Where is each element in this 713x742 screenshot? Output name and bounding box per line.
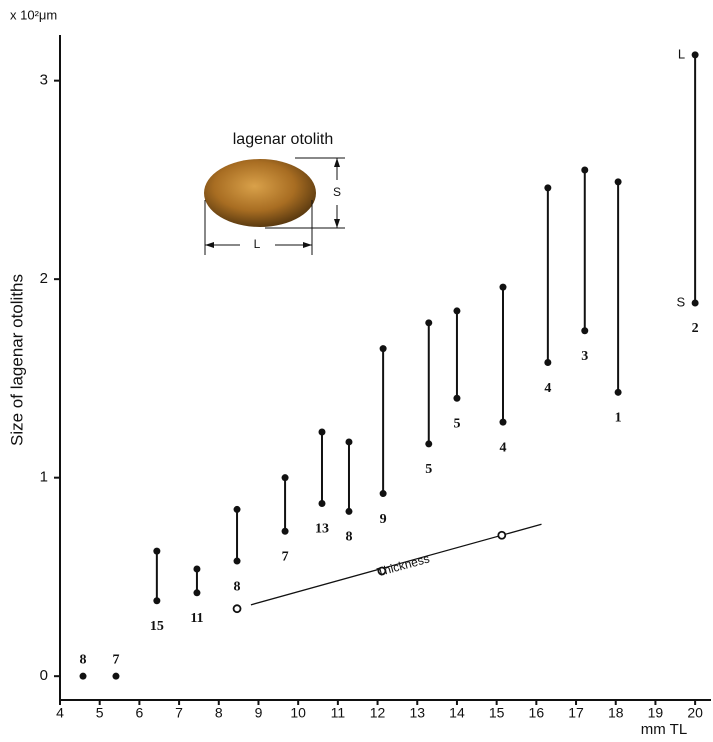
s-point bbox=[581, 327, 588, 334]
s-point bbox=[544, 359, 551, 366]
l-point bbox=[453, 307, 460, 314]
y-axis-label: Size of lagenar otoliths bbox=[7, 274, 26, 446]
arrow bbox=[334, 219, 340, 228]
l-point bbox=[425, 319, 432, 326]
n-label: 3 bbox=[581, 349, 588, 364]
n-label: 7 bbox=[282, 549, 289, 564]
x-tick-label: 16 bbox=[529, 705, 545, 721]
s-point bbox=[692, 299, 699, 306]
x-tick-label: 8 bbox=[215, 705, 223, 721]
n-label: 8 bbox=[234, 579, 241, 594]
thickness-label: Thickness bbox=[375, 551, 431, 579]
l-point bbox=[499, 284, 506, 291]
l-point bbox=[692, 51, 699, 58]
arrow bbox=[205, 242, 214, 248]
n-label: 5 bbox=[453, 416, 460, 431]
s-legend: S bbox=[676, 294, 685, 309]
n-label: 8 bbox=[345, 530, 352, 545]
n-label: 4 bbox=[499, 440, 506, 455]
s-point bbox=[499, 419, 506, 426]
l-point bbox=[581, 166, 588, 173]
s-point bbox=[425, 440, 432, 447]
thickness-point bbox=[234, 605, 241, 612]
inset-title: lagenar otolith bbox=[233, 131, 334, 148]
s-point bbox=[615, 389, 622, 396]
n-label: 2 bbox=[692, 321, 699, 336]
x-tick-label: 18 bbox=[608, 705, 624, 721]
x-tick-label: 13 bbox=[409, 705, 425, 721]
s-point bbox=[153, 597, 160, 604]
y-tick-label: 3 bbox=[40, 72, 48, 89]
l-point bbox=[153, 548, 160, 555]
inset-s: S bbox=[333, 185, 341, 199]
s-point bbox=[193, 589, 200, 596]
s-point bbox=[234, 558, 241, 565]
n-label: 8 bbox=[80, 652, 87, 667]
s-point bbox=[80, 673, 87, 680]
l-point bbox=[345, 438, 352, 445]
arrow bbox=[334, 158, 340, 167]
s-point bbox=[380, 490, 387, 497]
x-tick-label: 20 bbox=[687, 705, 703, 721]
n-label: 9 bbox=[380, 512, 387, 527]
x-tick-label: 7 bbox=[175, 705, 183, 721]
arrow bbox=[303, 242, 312, 248]
x-tick-label: 15 bbox=[489, 705, 505, 721]
x-tick-label: 9 bbox=[255, 705, 263, 721]
l-point bbox=[318, 429, 325, 436]
l-point bbox=[544, 184, 551, 191]
y-tick-label: 0 bbox=[40, 667, 48, 684]
n-label: 13 bbox=[315, 522, 329, 537]
s-point bbox=[318, 500, 325, 507]
x-tick-label: 12 bbox=[370, 705, 386, 721]
x-tick-label: 11 bbox=[331, 705, 346, 721]
x-tick-label: 4 bbox=[56, 705, 64, 721]
s-point bbox=[345, 508, 352, 515]
x-tick-label: 6 bbox=[135, 705, 143, 721]
l-point bbox=[615, 178, 622, 185]
y-unit: x 10²μm bbox=[10, 7, 57, 22]
n-label: 4 bbox=[544, 381, 551, 396]
inset: lagenar otolith L S bbox=[204, 131, 345, 255]
l-point bbox=[193, 565, 200, 572]
s-point bbox=[282, 528, 289, 535]
otolith bbox=[204, 159, 316, 227]
l-point bbox=[234, 506, 241, 513]
y-tick-label: 1 bbox=[40, 469, 48, 486]
x-tick-label: 17 bbox=[568, 705, 584, 721]
x-unit: mm TL bbox=[641, 721, 687, 738]
l-point bbox=[380, 345, 387, 352]
l-point bbox=[282, 474, 289, 481]
s-point bbox=[453, 395, 460, 402]
n-label: 1 bbox=[615, 411, 622, 426]
n-label: 11 bbox=[190, 611, 203, 626]
l-legend: L bbox=[678, 46, 685, 61]
chart: x 10²μm mm TL Size of lagenar otoliths l… bbox=[0, 0, 713, 742]
inset-l: L bbox=[254, 237, 261, 251]
x-tick-label: 10 bbox=[290, 705, 306, 721]
thickness-point bbox=[498, 532, 505, 539]
x-tick-label: 5 bbox=[96, 705, 104, 721]
x-tick-label: 19 bbox=[648, 705, 664, 721]
y-tick-label: 2 bbox=[40, 270, 48, 287]
x-tick-label: 14 bbox=[449, 705, 465, 721]
n-label: 15 bbox=[150, 619, 164, 634]
s-point bbox=[112, 673, 119, 680]
n-label: 5 bbox=[425, 462, 432, 477]
n-label: 7 bbox=[112, 652, 119, 667]
